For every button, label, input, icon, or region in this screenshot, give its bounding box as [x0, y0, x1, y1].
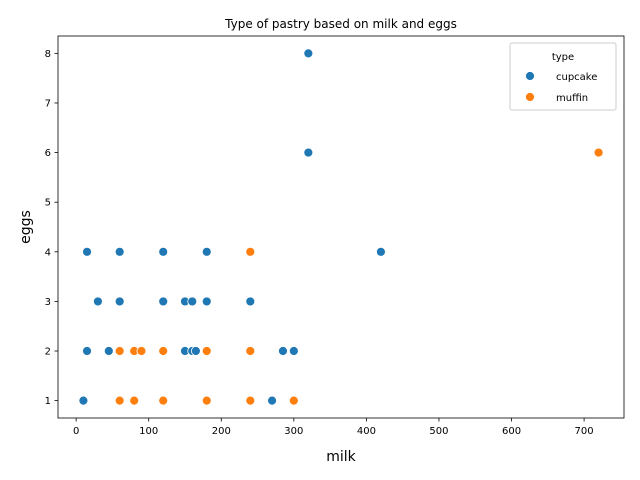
data-point-muffin: [114, 346, 125, 356]
data-point-muffin: [136, 346, 147, 356]
legend-label-cupcake: cupcake: [556, 72, 597, 83]
y-tick-label: 7: [45, 98, 51, 109]
y-tick-label: 1: [45, 396, 51, 407]
data-point-cupcake: [201, 296, 212, 307]
data-point-cupcake: [93, 296, 103, 307]
data-point-cupcake: [187, 296, 198, 307]
x-tick-label: 300: [284, 426, 303, 437]
data-point-cupcake: [267, 395, 277, 406]
legend-marker-muffin: [525, 92, 535, 102]
data-point-cupcake: [78, 395, 89, 406]
data-point-cupcake: [114, 296, 125, 307]
data-point-muffin: [158, 395, 169, 406]
x-tick-label: 600: [502, 426, 521, 437]
x-axis-label: milk: [326, 449, 356, 465]
x-tick-label: 700: [575, 426, 594, 437]
data-point-cupcake: [82, 246, 92, 257]
data-point-cupcake: [82, 346, 92, 356]
data-point-muffin: [201, 346, 212, 356]
data-point-muffin: [245, 395, 256, 406]
data-point-muffin: [201, 395, 212, 406]
data-point-muffin: [245, 246, 256, 257]
data-point-cupcake: [278, 346, 288, 356]
y-tick-label: 6: [45, 148, 51, 159]
data-point-cupcake: [201, 246, 212, 257]
data-point-muffin: [288, 395, 299, 406]
plot-frame: [57, 35, 625, 419]
points-layer: [78, 48, 604, 406]
data-point-cupcake: [245, 296, 256, 307]
y-tick-label: 5: [45, 198, 51, 209]
data-point-cupcake: [376, 246, 386, 257]
x-tick-label: 500: [429, 426, 448, 437]
y-tick-label: 3: [45, 297, 51, 308]
data-point-cupcake: [190, 346, 201, 356]
chart-title: Type of pastry based on milk and eggs: [224, 17, 457, 31]
data-point-cupcake: [114, 246, 125, 257]
data-point-cupcake: [303, 48, 314, 59]
data-point-muffin: [245, 346, 256, 356]
data-point-cupcake: [288, 346, 299, 356]
legend-label-muffin: muffin: [556, 93, 588, 104]
data-point-cupcake: [158, 246, 169, 257]
legend-marker-cupcake: [525, 71, 535, 81]
data-point-cupcake: [303, 147, 314, 158]
x-tick-label: 0: [73, 426, 79, 437]
x-tick-label: 200: [212, 426, 231, 437]
y-tick-label: 2: [45, 347, 51, 358]
x-axis: 0 100 200 300 400 500 600 700: [73, 418, 594, 437]
x-tick-label: 400: [357, 426, 376, 437]
y-tick-label: 8: [45, 49, 51, 60]
y-axis-label: eggs: [18, 210, 34, 244]
data-point-cupcake: [103, 346, 114, 356]
data-point-cupcake: [158, 296, 169, 307]
legend-box: [509, 42, 617, 111]
data-point-muffin: [158, 346, 169, 356]
y-tick-label: 4: [45, 247, 51, 258]
legend-title: type: [552, 52, 574, 63]
legend: type cupcake muffin: [509, 42, 617, 111]
y-axis: 1 2 3 4 5 6 7 8: [45, 49, 58, 407]
data-point-muffin: [114, 395, 125, 406]
x-tick-label: 100: [139, 426, 158, 437]
data-point-muffin: [129, 395, 140, 406]
data-point-muffin: [593, 147, 604, 158]
